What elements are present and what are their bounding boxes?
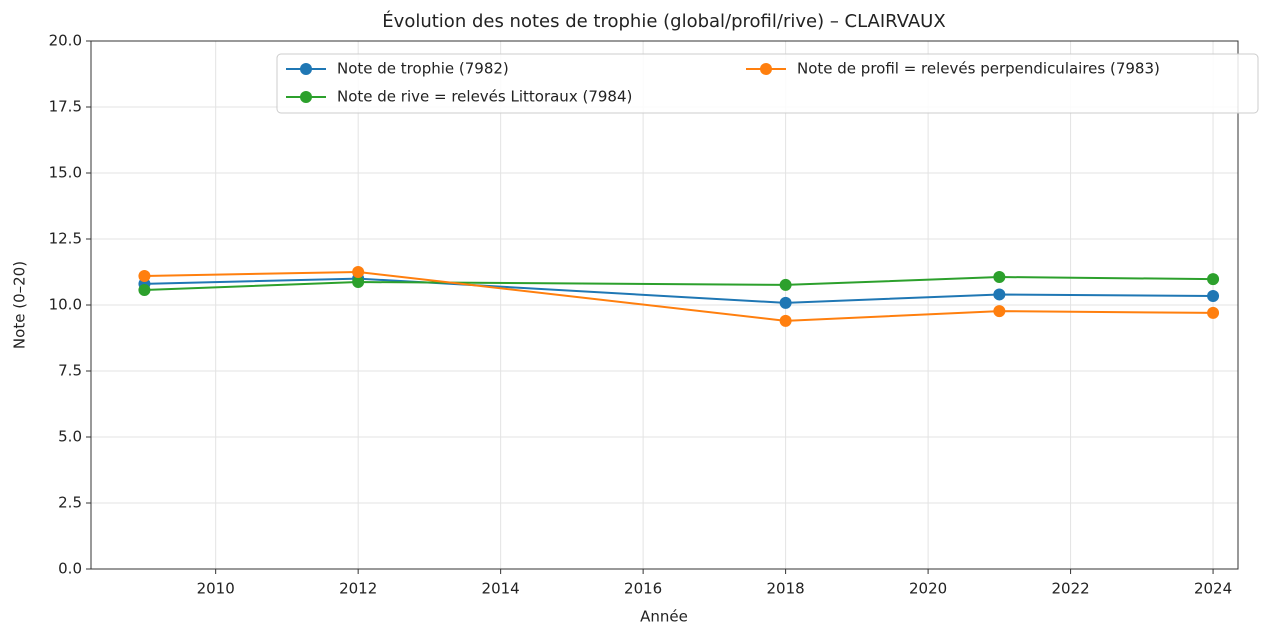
point — [993, 288, 1006, 301]
point — [1207, 290, 1220, 303]
x-tick-label: 2020 — [909, 580, 947, 598]
legend-label: Note de trophie (7982) — [337, 60, 509, 78]
point — [779, 314, 792, 327]
point — [352, 276, 365, 289]
point — [138, 269, 151, 282]
point — [993, 271, 1006, 284]
point — [779, 278, 792, 291]
chart-title: Évolution des notes de trophie (global/p… — [382, 10, 945, 32]
point — [1207, 306, 1220, 319]
y-tick-label: 20.0 — [49, 32, 82, 50]
y-tick-label: 2.5 — [58, 494, 82, 512]
point — [352, 266, 365, 278]
point — [1207, 273, 1220, 286]
y-tick-label: 12.5 — [49, 230, 82, 248]
legend-marker — [760, 63, 772, 75]
x-tick-label: 2010 — [197, 580, 235, 598]
series-line — [144, 277, 1214, 304]
y-axis-label: Note (0–20) — [11, 261, 29, 349]
plot-frame — [90, 40, 1239, 570]
y-tick-label: 5.0 — [58, 428, 82, 446]
point — [779, 296, 792, 309]
legend-label: Note de profil = relevés perpendiculaire… — [797, 60, 1160, 78]
point — [993, 305, 1006, 318]
point — [138, 283, 151, 296]
x-tick-label: 2018 — [767, 580, 805, 598]
y-tick-label: 17.5 — [49, 98, 82, 116]
x-axis-label: Année — [640, 608, 688, 626]
y-tick-label: 15.0 — [49, 164, 82, 182]
legend-marker — [300, 91, 312, 103]
legend-marker — [300, 63, 312, 75]
y-tick-label: 0.0 — [58, 560, 82, 578]
legend-label: Note de rive = relevés Littoraux (7984) — [337, 88, 632, 106]
x-tick-label: 2022 — [1051, 580, 1089, 598]
x-tick-label: 2016 — [624, 580, 662, 598]
x-tick-label: 2024 — [1194, 580, 1232, 598]
legend-box — [276, 53, 1259, 114]
x-tick-label: 2014 — [482, 580, 520, 598]
y-tick-label: 10.0 — [49, 296, 82, 314]
x-tick-label: 2012 — [339, 580, 377, 598]
y-tick-label: 7.5 — [58, 362, 82, 380]
